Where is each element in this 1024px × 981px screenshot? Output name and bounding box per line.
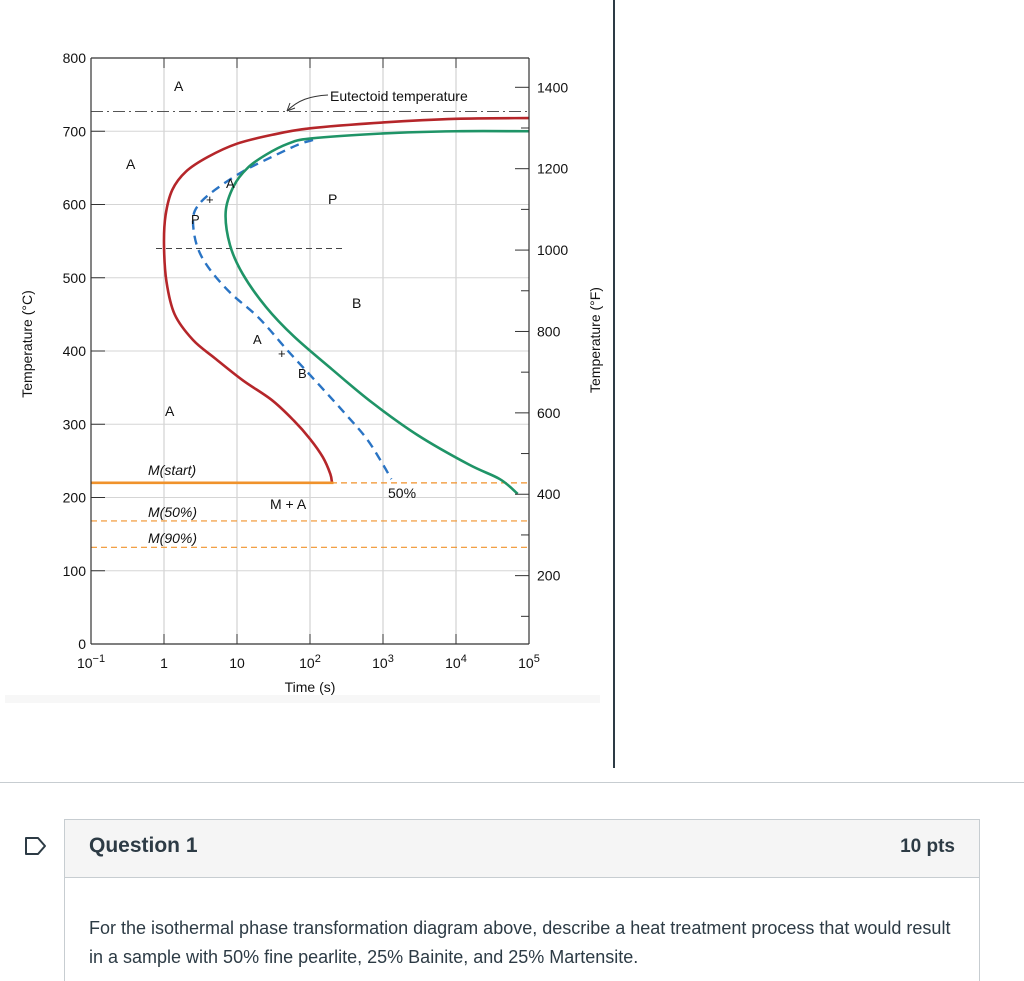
annotation-m-90: M(90%): [148, 530, 197, 546]
annotation-plus-mid: +: [278, 346, 286, 361]
y-right-tick-label: 600: [537, 405, 561, 421]
y-axis-label-right: Temperature (°F): [587, 287, 603, 393]
annotation-a-curve-mid: A: [253, 332, 262, 347]
eutectoid-arrowhead: [286, 102, 296, 112]
content-divider-vertical: [613, 0, 615, 768]
y-right-tick-label: 1000: [537, 242, 568, 258]
y-tick-label: 500: [63, 270, 87, 286]
y-tick-label: 300: [63, 416, 87, 432]
y-axis-label-left: Temperature (°C): [19, 290, 35, 398]
y-right-tick-label: 1400: [537, 79, 568, 95]
x-tick-label: 1: [160, 655, 168, 671]
x-tick-label: 10: [229, 655, 245, 671]
question-header: Question 1 10 pts: [65, 820, 979, 878]
eutectoid-arrow: [286, 94, 329, 112]
series-finish-curve: [224, 129, 530, 495]
annotation-p-right: P: [328, 191, 337, 207]
y-tick-label: 700: [63, 123, 87, 139]
y-tick-label: 100: [63, 563, 87, 579]
series-start-curve: [162, 116, 530, 484]
question-card: Question 1 10 pts For the isothermal pha…: [64, 819, 980, 981]
question-flag-icon[interactable]: [24, 836, 48, 861]
y-tick-label: 600: [63, 197, 87, 213]
y-right-tick-label: 1200: [537, 161, 568, 177]
y-tick-label: 800: [63, 50, 87, 66]
question-title: Question 1: [89, 834, 198, 857]
isothermal-transformation-diagram: 0 100 200 300 400 500 600 700 800 200 400 600 800 100…: [0, 0, 612, 705]
annotation-a-left: A: [126, 156, 136, 172]
annotation-fifty-percent: 50%: [388, 485, 416, 501]
annotation-b-curve: B: [298, 366, 307, 381]
y-right-tick-label: 200: [537, 568, 561, 584]
x-axis-label: Time (s): [285, 679, 336, 695]
annotation-eutectoid: Eutectoid temperature: [330, 88, 468, 104]
y-tick-label: 400: [63, 343, 87, 359]
question-text: For the isothermal phase transformation …: [89, 918, 951, 967]
question-points: 10 pts: [900, 836, 955, 857]
annotation-a-curve-top: A: [226, 176, 235, 191]
annotation-m-50: M(50%): [148, 504, 197, 520]
content-divider-horizontal: [0, 782, 1024, 783]
y-tick-label: 0: [78, 636, 86, 652]
annotation-b-region: B: [352, 295, 361, 311]
annotation-m-start: M(start): [148, 462, 196, 478]
series-half-curve: [191, 138, 393, 480]
annotation-m-plus-a: M + A: [270, 496, 307, 512]
y-tick-label: 200: [63, 490, 87, 506]
annotation-plus-top: +: [206, 192, 214, 207]
annotation-a-low: A: [165, 403, 175, 419]
annotation-p-curve: P: [191, 212, 200, 227]
annotation-a-top: A: [174, 78, 184, 94]
y-right-tick-label: 400: [537, 486, 561, 502]
y-right-tick-label: 800: [537, 323, 561, 339]
